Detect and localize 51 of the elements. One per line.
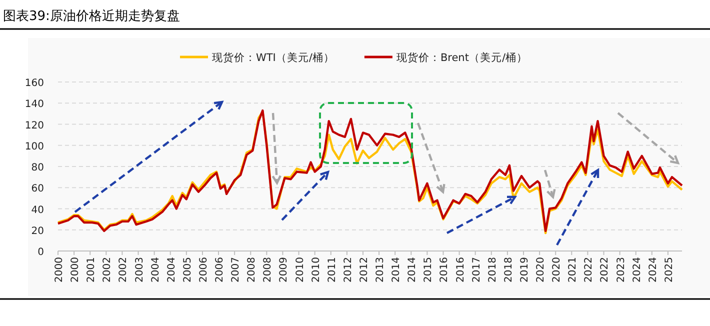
x-tick-label: 2001 bbox=[86, 257, 98, 282]
x-tick-label: 2018 bbox=[503, 257, 514, 282]
x-tick-label: 2013 bbox=[375, 257, 386, 282]
x-tick-label: 2011 bbox=[326, 257, 338, 282]
y-tick-label: 100 bbox=[24, 141, 44, 152]
y-tick-label: 40 bbox=[31, 204, 44, 216]
x-tick-label: 2004 bbox=[166, 257, 178, 282]
legend-label: 现货价：Brent（美元/桶） bbox=[396, 51, 528, 64]
y-tick-label: 20 bbox=[31, 226, 44, 237]
x-tick-label: 2008 bbox=[262, 257, 274, 282]
x-tick-label: 2002 bbox=[102, 257, 114, 282]
x-tick-label: 2002 bbox=[118, 257, 130, 282]
y-tick-label: 0 bbox=[38, 247, 44, 258]
x-tick-label: 2015 bbox=[423, 257, 434, 282]
x-tick-label: 2024 bbox=[632, 257, 643, 282]
y-tick-label: 120 bbox=[24, 120, 44, 132]
x-tick-label: 2006 bbox=[214, 257, 226, 282]
y-tick-label: 140 bbox=[24, 99, 44, 110]
x-tick-label: 2014 bbox=[407, 257, 418, 282]
x-tick-label: 2019 bbox=[519, 257, 530, 282]
y-tick-label: 80 bbox=[31, 162, 44, 174]
x-tick-label: 2023 bbox=[616, 257, 627, 282]
x-tick-label: 2009 bbox=[278, 257, 290, 282]
x-tick-label: 2020 bbox=[536, 257, 547, 282]
x-tick-label: 2022 bbox=[584, 257, 595, 282]
x-tick-label: 2012 bbox=[358, 257, 370, 282]
legend-label: 现货价：WTI（美元/桶） bbox=[212, 51, 334, 64]
x-tick-label: 2021 bbox=[568, 257, 579, 282]
x-tick-label: 2017 bbox=[471, 257, 482, 282]
x-tick-label: 2008 bbox=[246, 257, 258, 282]
x-tick-label: 2000 bbox=[54, 257, 65, 282]
x-tick-label: 2016 bbox=[439, 257, 450, 282]
x-tick-label: 2010 bbox=[310, 257, 322, 282]
y-tick-label: 60 bbox=[31, 184, 44, 195]
x-tick-label: 2016 bbox=[455, 257, 466, 282]
x-tick-label: 2020 bbox=[552, 257, 563, 282]
x-tick-label: 2024 bbox=[648, 257, 659, 282]
x-tick-label: 2005 bbox=[182, 257, 194, 282]
x-tick-label: 2000 bbox=[70, 257, 82, 282]
x-tick-label: 2007 bbox=[230, 257, 242, 282]
x-tick-label: 2012 bbox=[342, 257, 354, 282]
x-tick-label: 2003 bbox=[134, 257, 146, 282]
x-tick-label: 2006 bbox=[198, 257, 210, 282]
x-tick-label: 2025 bbox=[664, 257, 675, 282]
chart-title: 图表39:原油价格近期走势复盘 bbox=[3, 9, 180, 24]
y-tick-label: 160 bbox=[24, 78, 44, 89]
x-tick-label: 2018 bbox=[487, 257, 498, 282]
x-tick-label: 2014 bbox=[391, 257, 402, 282]
x-tick-label: 2004 bbox=[150, 257, 162, 282]
x-tick-label: 2010 bbox=[294, 257, 306, 282]
x-tick-label: 2022 bbox=[600, 257, 611, 282]
